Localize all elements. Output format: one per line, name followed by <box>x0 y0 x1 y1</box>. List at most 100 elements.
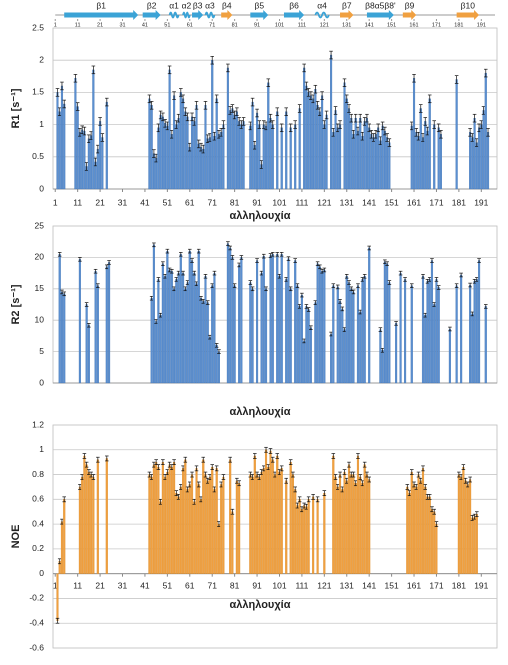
bar <box>478 260 481 384</box>
bar <box>152 464 155 574</box>
error-bar <box>156 464 161 470</box>
bar <box>410 125 413 190</box>
bar <box>303 67 306 190</box>
error-bar <box>221 474 226 480</box>
header-tick-label: 51 <box>164 22 170 28</box>
bar <box>199 298 203 384</box>
error-bar <box>165 248 170 254</box>
error-bar <box>333 474 338 480</box>
bar <box>215 345 218 384</box>
x-tick-label: 131 <box>340 580 354 590</box>
bar <box>271 254 274 384</box>
x-tick-label: 151 <box>385 580 399 590</box>
error-bar <box>194 101 199 110</box>
bar <box>294 260 297 384</box>
bar <box>356 130 360 190</box>
bar <box>256 260 259 384</box>
bar <box>188 250 191 384</box>
x-tick-label: 41 <box>140 197 150 207</box>
header-tick-label: 11 <box>75 22 81 28</box>
bar <box>316 499 319 574</box>
bar <box>457 474 460 574</box>
error-bar <box>322 490 327 496</box>
bar <box>399 272 402 384</box>
error-bar <box>297 496 302 503</box>
bar <box>264 288 268 384</box>
bar <box>193 501 196 574</box>
bar <box>354 483 357 574</box>
bar <box>278 276 281 384</box>
error-bar <box>75 102 80 111</box>
bar <box>439 134 442 190</box>
bar <box>217 134 220 190</box>
header-tick-label: 101 <box>275 22 284 28</box>
bar <box>148 474 151 574</box>
bar <box>433 511 436 574</box>
error-bar <box>306 307 311 312</box>
bar <box>368 479 371 574</box>
error-bar <box>351 471 356 478</box>
x-tick-label: 61 <box>185 197 195 207</box>
error-bar <box>270 120 275 129</box>
error-bar <box>338 471 342 478</box>
bar <box>338 124 342 190</box>
error-bar <box>358 113 363 123</box>
bar <box>336 127 339 190</box>
header-tick-label: 131 <box>342 22 351 28</box>
bar <box>415 132 418 190</box>
header-tick-label: 1 <box>54 22 57 28</box>
error-bar <box>477 258 481 263</box>
error-bar <box>279 252 284 257</box>
bar <box>408 492 411 574</box>
bar <box>87 471 90 574</box>
error-bar <box>190 258 194 263</box>
bar <box>381 350 384 384</box>
y-tick-label: 0.6 <box>32 494 44 504</box>
bar <box>343 329 346 384</box>
bar <box>428 496 431 574</box>
bar <box>332 455 335 574</box>
bar <box>63 499 66 574</box>
bar <box>96 285 99 384</box>
error-bar <box>309 325 313 330</box>
error-bar <box>347 104 351 113</box>
y-tick-label: 0 <box>39 183 44 193</box>
bar <box>316 105 319 190</box>
bar <box>81 129 84 190</box>
bar <box>305 306 308 384</box>
bar <box>419 480 422 574</box>
bar <box>280 468 283 574</box>
header-tick-label: 41 <box>142 22 148 28</box>
header-tick-label: 71 <box>209 22 215 28</box>
bar <box>305 85 308 190</box>
bar <box>213 489 216 574</box>
y-tick-label: 0 <box>39 568 44 578</box>
bar <box>276 455 279 574</box>
bar <box>448 328 451 384</box>
error-bar <box>468 476 472 483</box>
y-tick-label: -0.2 <box>29 593 44 603</box>
error-bar <box>475 511 479 518</box>
error-bar <box>226 63 230 73</box>
bar <box>155 157 158 190</box>
x-axis-title: αλληλουχία <box>230 599 291 611</box>
bar <box>229 459 232 574</box>
error-bar <box>190 112 194 122</box>
bar <box>60 85 64 190</box>
error-bar <box>306 496 311 503</box>
bar <box>363 276 366 384</box>
strand <box>64 10 139 20</box>
x-tick-label: 1 <box>53 580 58 590</box>
bar <box>341 489 344 574</box>
bar <box>428 279 431 384</box>
error-bar <box>57 252 62 257</box>
bar <box>150 298 153 384</box>
bar <box>359 118 362 190</box>
header-tick-label: 61 <box>187 22 193 28</box>
error-bar <box>210 464 215 470</box>
bar <box>350 474 353 574</box>
error-bar <box>288 286 293 292</box>
error-bar <box>483 304 488 309</box>
error-bar <box>214 465 219 472</box>
error-bar <box>423 484 428 490</box>
